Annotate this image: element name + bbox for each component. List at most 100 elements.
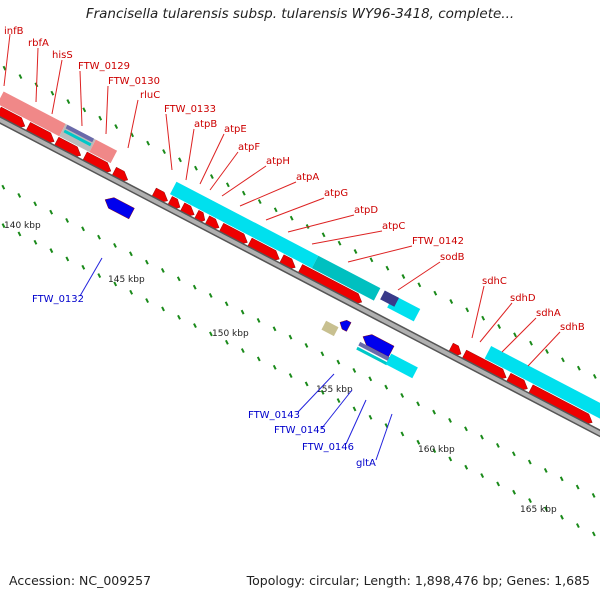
tick-mark — [480, 473, 485, 479]
tick-mark — [240, 309, 245, 315]
tick-mark — [192, 284, 197, 290]
reverse-gene-arrow — [339, 320, 352, 332]
tick-mark — [162, 149, 166, 154]
label-leader — [105, 85, 109, 135]
tick-mark — [144, 259, 149, 265]
tick-mark — [97, 234, 101, 240]
tick-mark — [98, 115, 103, 121]
scale-label: 140 kbp — [4, 221, 41, 231]
cds-block-cyan-3 — [484, 346, 600, 452]
scale-label: 155 kbp — [316, 385, 353, 395]
tick-mark — [384, 384, 389, 390]
tick-mark — [2, 65, 7, 71]
tick-mark — [177, 314, 181, 320]
gene-label: sdhD — [510, 293, 536, 304]
tick-mark — [65, 256, 70, 262]
tick-mark — [352, 368, 357, 373]
tick-mark — [369, 257, 374, 263]
tick-mark — [336, 359, 341, 365]
scale-label: 145 kbp — [108, 275, 145, 285]
tick-mark — [288, 373, 293, 379]
tick-mark — [528, 498, 532, 504]
cds-block-cyan — [170, 181, 319, 269]
tick-marks — [1, 65, 597, 537]
gene-label: sdhB — [560, 322, 585, 333]
label-leader — [209, 151, 239, 191]
scale-label: 160 kbp — [418, 445, 455, 455]
tick-mark — [33, 201, 38, 207]
tick-mark — [289, 215, 294, 221]
tick-mark — [527, 459, 532, 465]
topology-text: Topology: circular; Length: 1,898,476 bp… — [246, 573, 590, 588]
tick-mark — [160, 268, 165, 273]
tick-mark — [449, 299, 454, 304]
gene-label: FTW_0143 — [248, 410, 300, 421]
tick-mark — [81, 264, 86, 270]
tick-mark — [161, 306, 165, 312]
tick-mark — [224, 301, 229, 307]
tick-mark — [416, 401, 421, 407]
gene-label: FTW_0129 — [78, 61, 130, 72]
reverse-gene-arrow — [104, 197, 135, 220]
tick-mark — [417, 282, 422, 288]
label-leader — [287, 214, 355, 233]
tick-mark — [49, 248, 54, 254]
tick-mark — [129, 251, 133, 257]
label-leader — [347, 245, 413, 263]
tick-mark — [464, 464, 469, 470]
tick-mark — [146, 140, 150, 146]
gene-label: hisS — [52, 50, 73, 61]
cds-block-cyan-2 — [311, 255, 381, 301]
tick-mark — [576, 365, 581, 371]
backbone — [0, 116, 600, 438]
label-leaders — [3, 33, 561, 461]
tick-mark — [496, 481, 501, 487]
gene-label: sodB — [440, 252, 465, 263]
tick-mark — [353, 249, 358, 254]
gene-label: FTW_0142 — [412, 236, 464, 247]
gene-label: FTW_0133 — [164, 104, 216, 115]
reverse-stripe-2 — [356, 346, 388, 366]
tick-mark — [320, 351, 325, 357]
label-leader — [265, 197, 325, 221]
tick-mark — [561, 357, 565, 363]
tick-mark — [225, 182, 230, 188]
tick-mark — [560, 514, 564, 520]
label-leader — [527, 331, 561, 367]
label-leader — [199, 133, 225, 185]
tick-mark — [210, 174, 214, 179]
gene-label: atpE — [224, 124, 247, 135]
tick-mark — [17, 231, 22, 237]
tick-mark — [497, 324, 501, 329]
accession-text: Accession: NC_009257 — [9, 573, 152, 588]
cds-block-navy — [380, 290, 399, 307]
tick-mark — [464, 426, 468, 432]
tick-mark — [178, 157, 182, 163]
label-leader — [501, 317, 537, 353]
tick-mark — [208, 293, 213, 298]
tick-mark — [480, 434, 484, 440]
tick-mark — [465, 307, 470, 313]
tick-mark — [401, 274, 406, 279]
tick-mark — [288, 334, 293, 340]
tick-mark — [241, 190, 246, 196]
gene-label: FTW_0132 — [32, 294, 84, 305]
label-leader — [51, 59, 63, 115]
tick-mark — [240, 348, 245, 354]
reverse-cds-tan — [321, 320, 339, 337]
label-leader — [127, 99, 139, 149]
tick-mark — [17, 193, 22, 198]
label-leader — [3, 33, 11, 87]
tick-mark — [49, 209, 54, 215]
tick-mark — [481, 315, 486, 321]
gene-label: rluC — [140, 90, 160, 101]
cds-block-pink — [0, 91, 66, 137]
gene-label: sdhC — [482, 276, 507, 287]
label-leader — [239, 181, 297, 207]
scale-label: 150 kbp — [212, 329, 249, 339]
tick-mark — [194, 165, 198, 171]
tick-mark — [176, 276, 181, 282]
tick-mark — [559, 476, 564, 482]
label-leader — [79, 257, 103, 297]
